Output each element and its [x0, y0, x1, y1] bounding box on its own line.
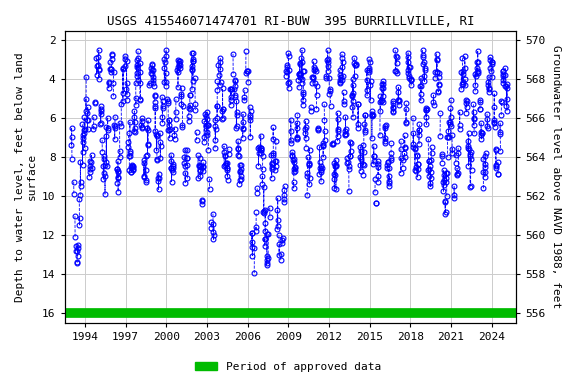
Title: USGS 415546071474701 RI-BUW  395 BURRILLVILLE, RI: USGS 415546071474701 RI-BUW 395 BURRILLV…	[107, 15, 474, 28]
Y-axis label: Depth to water level, feet below land
surface: Depth to water level, feet below land su…	[15, 52, 37, 302]
Y-axis label: Groundwater level above NAVD 1988, feet: Groundwater level above NAVD 1988, feet	[551, 45, 561, 308]
Legend: Period of approved data: Period of approved data	[191, 358, 385, 377]
